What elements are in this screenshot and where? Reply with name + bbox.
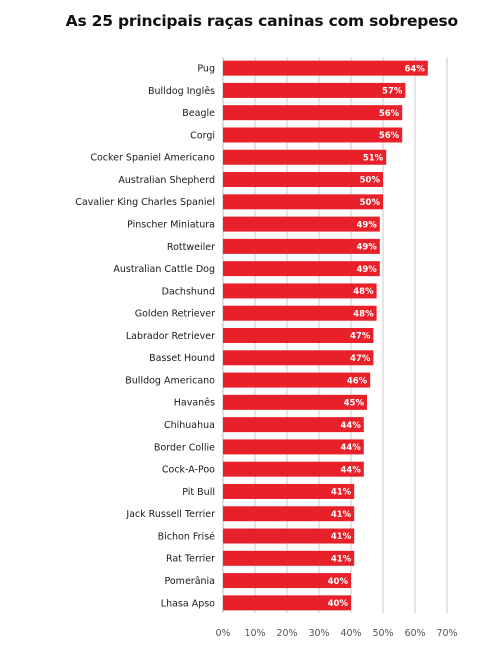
data-label: 44% [340, 443, 361, 453]
bar [223, 105, 403, 121]
data-label: 44% [340, 465, 361, 475]
data-label: 40% [328, 577, 349, 587]
data-label: 64% [404, 64, 425, 74]
bar [223, 372, 371, 388]
category-label: Golden Retriever [135, 309, 215, 320]
bar [223, 328, 374, 343]
category-label: Labrador Retriever [126, 331, 215, 342]
category-label: Pit Bull [182, 487, 215, 498]
bar [223, 127, 403, 143]
bar [223, 550, 355, 566]
category-label: Pug [197, 64, 215, 75]
bar [223, 528, 355, 544]
bar [223, 149, 387, 165]
category-label: Corgi [190, 130, 215, 141]
x-tick-label: 0% [215, 628, 230, 639]
data-label: 56% [379, 131, 400, 141]
data-label: 56% [379, 109, 400, 119]
bar [223, 60, 428, 76]
data-label: 41% [331, 532, 352, 542]
category-label: Beagle [182, 108, 215, 119]
data-label: 49% [356, 243, 377, 253]
data-label: 47% [350, 354, 371, 364]
category-label: Cocker Spaniel Americano [90, 153, 215, 164]
x-tick-label: 40% [340, 628, 361, 639]
data-label: 57% [382, 87, 403, 97]
data-label: 44% [340, 421, 361, 431]
bar [223, 261, 380, 277]
category-label: Bichon Frisé [158, 531, 216, 542]
bar [223, 172, 383, 188]
category-label: Australian Shepherd [118, 175, 215, 186]
category-label: Chihuahua [164, 420, 215, 431]
category-label: Dachshund [162, 286, 215, 297]
data-label: 50% [360, 176, 381, 186]
bar [223, 573, 351, 589]
category-label: Pinscher Miniatura [127, 220, 215, 231]
bar [223, 216, 380, 232]
data-label: 41% [331, 555, 352, 565]
data-label: 45% [344, 399, 365, 409]
x-tick-label: 50% [372, 628, 393, 639]
bar [223, 461, 364, 477]
bar [223, 506, 355, 522]
bar [223, 595, 351, 611]
category-label: Bulldog Americano [125, 375, 215, 386]
bar [223, 350, 374, 366]
bar [223, 283, 377, 299]
x-tick-label: 70% [436, 628, 457, 639]
chart-title: As 25 principais raças caninas com sobre… [65, 12, 459, 30]
bar [223, 439, 364, 455]
bar [223, 417, 364, 433]
category-label: Basset Hound [149, 353, 215, 364]
bar [223, 82, 406, 98]
category-label: Rat Terrier [166, 554, 215, 565]
data-label: 49% [356, 265, 377, 275]
category-label: Border Collie [154, 442, 215, 453]
bar [223, 305, 377, 321]
category-label: Jack Russell Terrier [125, 509, 215, 520]
x-tick-label: 20% [276, 628, 297, 639]
data-label: 41% [331, 488, 352, 498]
data-label: 46% [347, 376, 368, 386]
category-label: Havanês [174, 398, 215, 409]
data-label: 48% [353, 287, 374, 297]
data-label: 48% [353, 309, 374, 319]
category-label: Bulldog Inglês [148, 86, 215, 97]
bar [223, 394, 367, 410]
data-label: 47% [350, 332, 371, 342]
category-label: Cock-A-Poo [162, 465, 215, 476]
category-label: Rottweiler [167, 242, 215, 253]
data-label: 50% [360, 198, 381, 208]
category-label: Australian Cattle Dog [113, 264, 215, 275]
bar [223, 483, 355, 499]
category-label: Pomerânia [164, 576, 215, 587]
data-label: 51% [363, 153, 384, 163]
x-tick-label: 60% [404, 628, 425, 639]
data-label: 49% [356, 220, 377, 230]
bar [223, 194, 383, 210]
bar [223, 238, 380, 254]
data-label: 41% [331, 510, 352, 520]
x-tick-label: 10% [244, 628, 265, 639]
category-label: Cavalier King Charles Spaniel [75, 197, 215, 208]
data-label: 40% [328, 599, 349, 609]
x-tick-label: 30% [308, 628, 329, 639]
category-label: Lhasa Apso [161, 598, 215, 609]
